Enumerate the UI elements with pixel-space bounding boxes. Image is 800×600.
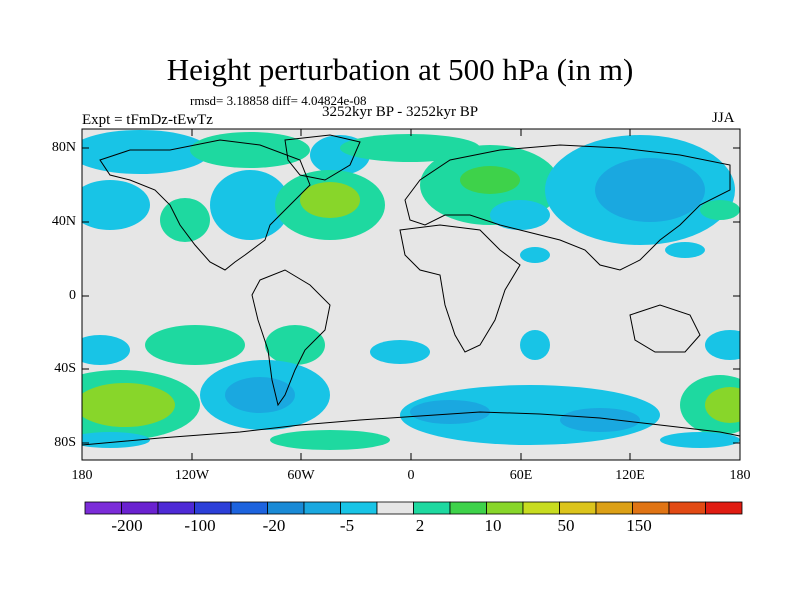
field-neg	[520, 330, 550, 360]
colorbar-swatch	[303, 501, 341, 515]
lon-label: 120W	[174, 468, 210, 483]
coast-greenland	[284, 134, 361, 181]
field-pos	[265, 325, 325, 365]
field-neg	[520, 247, 550, 263]
stats-label: rmsd= 3.18858 diff= 4.04824e-08	[190, 93, 367, 108]
lat-label: 40N	[51, 214, 76, 229]
colorbar-label: -5	[339, 516, 355, 535]
field-pos	[145, 325, 245, 365]
field-pos	[270, 430, 390, 450]
experiment-label: Expt = tFmDz-tEwTz	[82, 112, 213, 128]
coastlines	[82, 134, 740, 446]
field-neg	[660, 432, 740, 448]
axis-ticks	[81, 129, 741, 460]
colorbar-label: 150	[626, 516, 652, 535]
colorbar-swatch	[121, 501, 159, 515]
field-neg-mid	[595, 158, 705, 222]
coast-antarctica	[82, 411, 740, 446]
colorbar-label: -200	[111, 516, 143, 535]
colorbar-swatch	[705, 501, 743, 515]
colorbar-swatch	[413, 501, 451, 515]
field-pos	[190, 132, 310, 168]
field-neg	[210, 170, 290, 240]
lon-label: 60E	[509, 468, 533, 483]
field-neg	[490, 200, 550, 230]
coast-north-america	[99, 139, 311, 271]
coast-africa	[399, 224, 521, 353]
lat-label: 40S	[54, 361, 76, 376]
colorbar-label: 10	[484, 516, 502, 535]
field-neg-mid	[410, 400, 490, 424]
chart-title: Height perturbation at 500 hPa (in m)	[166, 52, 634, 87]
coast-eurasia	[404, 144, 731, 271]
lat-label: 80S	[54, 435, 76, 450]
field-neg	[82, 180, 150, 230]
field-pos-strong	[705, 387, 740, 423]
colorbar-swatch	[632, 501, 670, 515]
field-neg-mid	[560, 408, 640, 432]
lon-label: 180	[71, 468, 93, 483]
field-neg	[82, 335, 130, 365]
colorbar-swatch	[230, 501, 268, 515]
coast-australia	[629, 304, 701, 353]
colorbar-swatch	[522, 501, 560, 515]
season-label: JJA	[712, 110, 735, 126]
colorbar-label: -100	[184, 516, 216, 535]
field-pos-strong	[460, 166, 520, 194]
colorbar-swatch	[595, 501, 633, 515]
field-neg	[665, 242, 705, 258]
coast-south-america	[251, 269, 331, 407]
field-neg	[370, 340, 430, 364]
field-neg	[82, 432, 150, 448]
colorbar-swatch	[486, 501, 524, 515]
lon-label: 120E	[615, 468, 645, 483]
colorbar-label: -20	[262, 516, 286, 535]
colorbar-label: 2	[415, 516, 425, 535]
colorbar-swatch	[376, 501, 414, 515]
lat-label: 0	[69, 288, 76, 303]
field-neg	[705, 330, 740, 360]
field-neg	[82, 130, 210, 174]
lon-label: 60W	[287, 468, 315, 483]
lon-label: 0	[407, 468, 415, 483]
field-pos	[700, 200, 740, 220]
field-pos-strong	[300, 182, 360, 218]
colorbar-swatch	[559, 501, 597, 515]
colorbar-swatch	[194, 501, 232, 515]
colorbar-label: 50	[557, 516, 575, 535]
contour-fields	[82, 130, 740, 450]
colorbar-swatch	[267, 501, 305, 515]
field-pos	[160, 198, 210, 242]
period-label: 3252kyr BP - 3252kyr BP	[322, 104, 479, 120]
lat-label: 80N	[51, 140, 76, 155]
lon-label: 180	[729, 468, 751, 483]
colorbar-swatch	[84, 501, 122, 515]
field-pos-strong	[82, 383, 175, 427]
colorbar-swatch	[668, 501, 706, 515]
colorbar-swatch	[157, 501, 195, 515]
colorbar	[84, 501, 743, 515]
colorbar-swatch	[449, 501, 487, 515]
colorbar-swatch	[340, 501, 378, 515]
